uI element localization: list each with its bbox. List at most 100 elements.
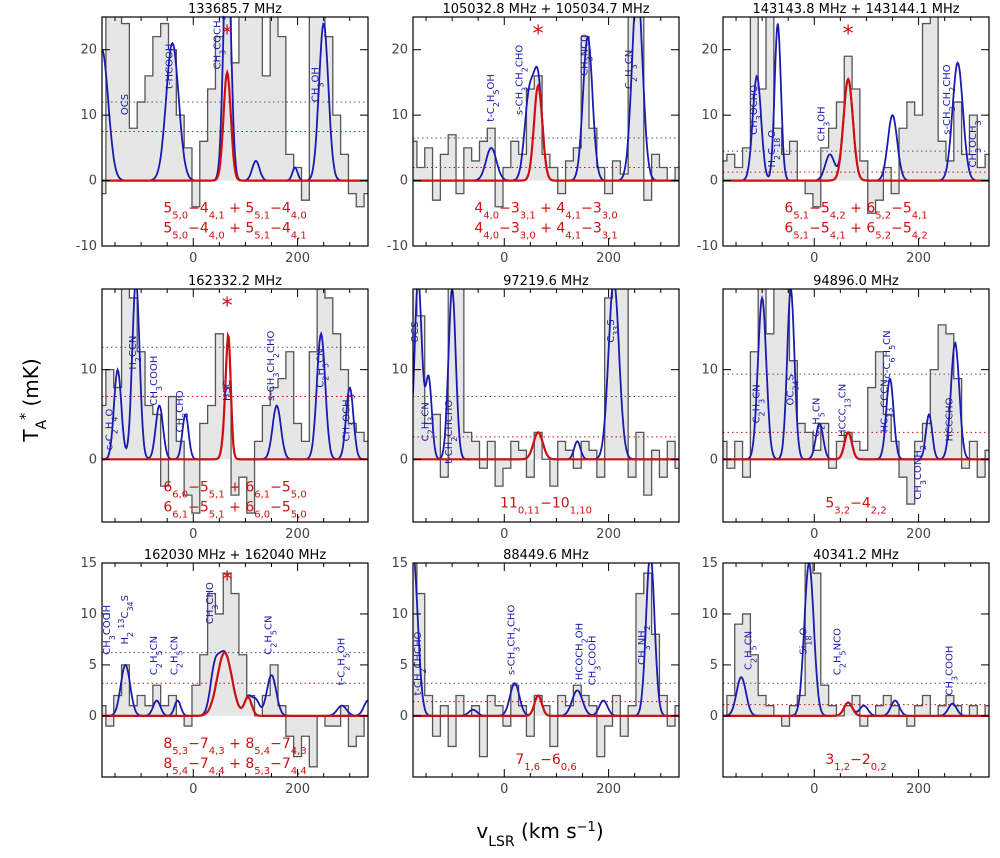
molecule-label: s-CH3CH2CHO [266,330,281,401]
y-tick-label: 15 [391,556,408,571]
x-tick-label: 200 [596,782,621,797]
molecule-label: OCS [410,322,421,343]
panel-title: 143143.8 MHz + 143144.1 MHz [752,2,959,17]
x-tick-label: 0 [810,782,818,797]
molecule-model-curve [102,331,368,461]
molecule-model-curve [413,83,679,182]
panel-title: 162332.2 MHz [188,274,282,289]
molecule-label: c-C6H5CN [882,330,897,378]
y-tick-label: 5 [89,658,97,673]
molecule-label: C2H5CN [149,636,164,675]
molecule-label: C2H5CN [811,398,826,437]
spectrum-panel-9: 40341.2 MHz 0 200 0 5 10 15 C2H5CN Si18O C2H5NCO C… [701,548,990,797]
x-tick-label: 200 [285,782,310,797]
y-tick-label: 10 [701,108,718,123]
y-tick-label: 5 [400,658,408,673]
y-tick-label: 0 [89,174,97,189]
molecule-model-curve [723,431,989,461]
transition-label: 44,0−33,0 + 44,1−33,1 [474,221,617,242]
molecule-label: CH3COOH [944,646,959,696]
transition-label: 66,1−55,1 + 66,0−55,0 [163,499,306,520]
molecule-label: HCCCHO [944,397,955,441]
molecule-label: CH3CHO [175,390,190,432]
observed-fill [102,573,368,767]
spectrum-panel-1: 133685.7 MHz 0 200 -10 0 10 20 t-HCOOH CH3COCH3 O… [76,2,369,266]
spectrum-panel-5: 97219.6 MHz 0 200 0 10 OCS C2H3CN t-CH2CHCHO C33… [391,274,680,542]
y-tick-label: 5 [710,658,718,673]
molecule-label: CH3NCO [580,34,595,76]
x-tick-label: 200 [285,251,310,266]
transition-label: 31,2−20,2 [825,752,886,773]
panel-frame [412,16,680,247]
panel-title: 97219.6 MHz [503,274,589,289]
panel-title: 162030 MHz + 162040 MHz [144,548,326,563]
transition-label: 66,0−55,1 + 66,1−55,0 [163,479,306,500]
y-tick-label: 0 [710,174,718,189]
molecule-label: CH3OCH3 [968,120,983,167]
x-tick-label: 0 [189,782,197,797]
molecule-label: HSC [222,380,233,401]
y-tick-label: 10 [701,607,718,622]
molecule-label: C2H5CN [170,636,185,675]
molecule-label: H2CCN [128,336,143,370]
molecule-label: s-CH3CH2CHO [507,605,522,676]
panel-title: 94896.0 MHz [813,274,899,289]
molecule-label: H2 13C34S [117,595,135,645]
molecule-label: CH3COOH [588,635,603,685]
panel-title: 105032.8 MHz + 105034.7 MHz [442,2,649,17]
panel-title: 133685.7 MHz [188,2,282,17]
y-tick-label: 15 [701,556,718,571]
x-tick-label: 0 [500,527,508,542]
panel-frame [722,562,990,778]
detection-star: * [222,568,233,593]
molecule-label: C2H3CN [752,384,767,423]
transition-label: 44,0−33,1 + 44,1−33,0 [474,201,617,222]
y-tick-label: 20 [391,43,408,58]
molecule-label: CH3OCH3 [342,394,357,441]
y-tick-label: 10 [391,607,408,622]
panel-frame [101,562,369,778]
transition-label: 65,1−54,1 + 65,2−54,2 [784,221,927,242]
molecule-label: OC34S [785,374,800,405]
spectrum-panel-7: 162030 MHz + 162040 MHz 0 200 0 5 10 15 CH3COOH… [80,548,369,797]
y-tick-label: 0 [710,452,718,467]
panel-frame [722,16,990,247]
observed-spectrum [413,17,679,208]
detection-star: * [222,294,233,319]
molecule-model-curve [413,431,679,461]
detection-star: * [533,22,544,47]
panel-frame [722,288,990,523]
molecule-label: c-C2H4O [104,408,119,450]
molecule-label: CH3COCH3 [212,15,227,69]
spectrum-panel-3: 143143.8 MHz + 143144.1 MHz 0 200 -10 0 10 20 C… [697,2,990,266]
molecule-label: s-CH3CH2CHO [942,64,957,135]
x-tick-label: 0 [810,251,818,266]
y-tick-label: 0 [89,709,97,724]
x-tick-label: 200 [285,527,310,542]
molecule-label: s-CH3CH2CHO [515,45,530,116]
x-tick-label: 200 [906,527,931,542]
panel-frame [101,16,369,247]
y-tick-label: 10 [80,108,97,123]
y-tick-label: 15 [80,556,97,571]
y-tick-label: 10 [80,363,97,378]
molecule-label: HCOCH2OH [575,623,590,680]
panel-title: 88449.6 MHz [503,548,589,563]
transition-label: 71,6−60,6 [515,752,576,773]
transition-label: 55,0−44,0 + 55,1−44,1 [163,221,306,242]
molecule-label: CH3OH [310,67,325,102]
spectrum-panel-2: 105032.8 MHz + 105034.7 MHz 0 200 -10 0 10 20 t… [387,2,680,266]
y-tick-label: 20 [701,43,718,58]
x-tick-label: 0 [500,782,508,797]
molecule-label: t-C2H5OH [337,638,352,686]
y-tick-label: 0 [400,174,408,189]
transition-label: 110,11−101,10 [500,495,592,516]
y-tick-label: 0 [400,709,408,724]
x-axis-label: vLSR (km s−1) [476,819,603,850]
observed-spectrum [723,17,989,214]
x-tick-label: 200 [596,527,621,542]
molecule-label: C2H3CN [421,402,436,441]
y-axis-label: TA* (mK) [18,358,50,442]
y-tick-label: -10 [697,239,718,254]
